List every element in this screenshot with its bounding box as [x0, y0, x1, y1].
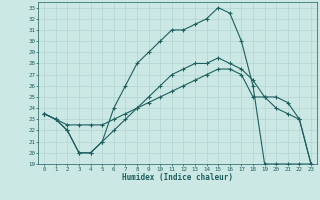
X-axis label: Humidex (Indice chaleur): Humidex (Indice chaleur)	[122, 173, 233, 182]
